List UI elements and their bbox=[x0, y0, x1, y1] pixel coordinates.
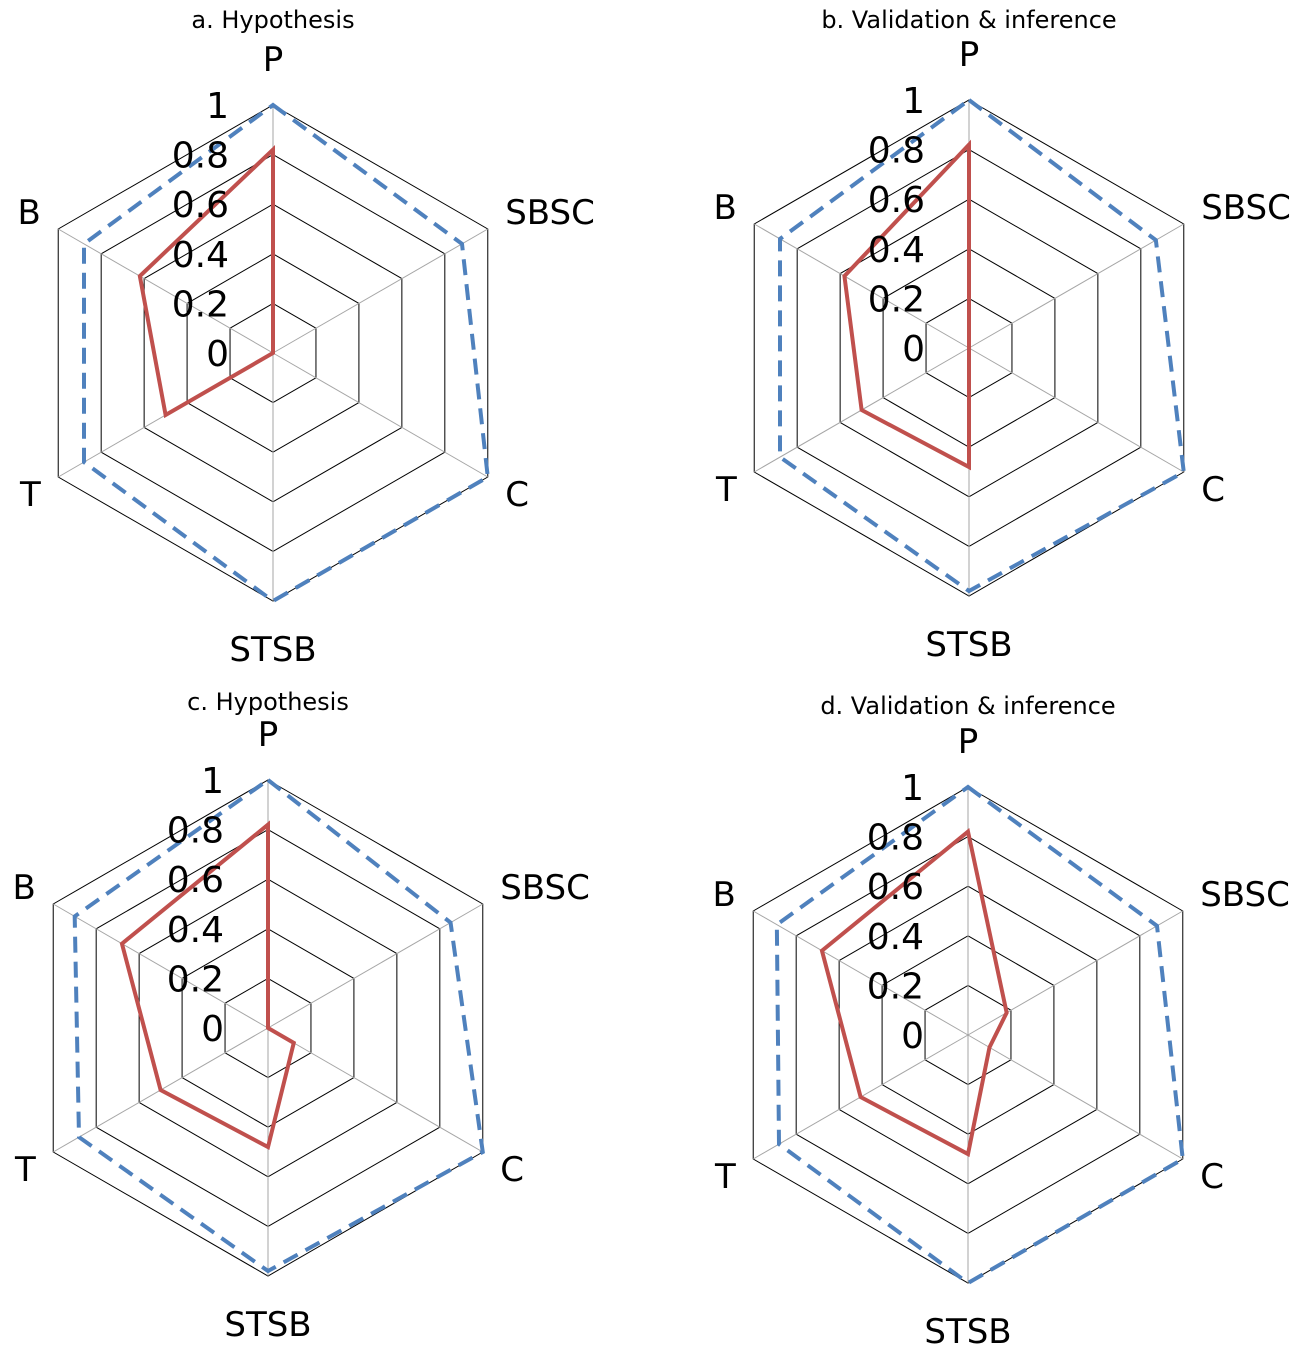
tick-label: 0.8 bbox=[867, 818, 924, 859]
series-line-1 bbox=[842, 139, 971, 471]
category-label-sbsc: SBSC bbox=[500, 868, 590, 908]
category-label-stsb: STSB bbox=[925, 625, 1012, 665]
panel-title: a. Hypothesis bbox=[191, 6, 354, 34]
spoke-line bbox=[967, 1034, 1184, 1160]
category-label-stsb: STSB bbox=[229, 630, 316, 670]
category-label-p: P bbox=[959, 35, 980, 75]
tick-label: 1 bbox=[206, 86, 229, 127]
tick-label: 0.4 bbox=[868, 230, 925, 271]
category-label-c: C bbox=[1201, 470, 1225, 510]
category-label-p: P bbox=[263, 40, 284, 80]
tick-label: 0.8 bbox=[868, 131, 925, 172]
spoke-line bbox=[57, 228, 274, 354]
tick-label: 0.4 bbox=[867, 917, 924, 958]
tick-label: 0 bbox=[201, 1009, 224, 1050]
tick-label: 0.6 bbox=[167, 860, 224, 901]
category-label-t: T bbox=[19, 475, 41, 515]
category-label-p: P bbox=[958, 722, 979, 762]
tick-label: 0.2 bbox=[167, 959, 224, 1000]
tick-label: 0.8 bbox=[167, 811, 224, 852]
tick-label: 0.2 bbox=[868, 279, 925, 320]
tick-label: 0.6 bbox=[172, 185, 229, 226]
series-line-2 bbox=[72, 777, 485, 1274]
category-label-c: C bbox=[500, 1150, 524, 1190]
tick-label: 0 bbox=[902, 329, 925, 370]
spoke-line bbox=[968, 347, 1185, 473]
spoke-line bbox=[272, 352, 489, 478]
tick-label: 0.2 bbox=[867, 966, 924, 1007]
category-label-t: T bbox=[715, 470, 737, 510]
tick-label: 0 bbox=[901, 1016, 924, 1057]
series-line-1 bbox=[819, 828, 1009, 1158]
tick-label: 1 bbox=[901, 768, 924, 809]
category-label-p: P bbox=[258, 715, 279, 755]
spoke-line bbox=[752, 910, 969, 1036]
spoke-line bbox=[267, 903, 484, 1029]
radar-panel-4: d. Validation & inference 0 0.2 0.4 0.6 0.8 1P… bbox=[712, 692, 1289, 1350]
tick-label: 0.4 bbox=[167, 910, 224, 951]
category-label-sbsc: SBSC bbox=[1201, 188, 1291, 228]
radar-panel-3: c. Hypothesis 0 0.2 0.4 0.6 0.8 1P SBSC C STSB T B bbox=[12, 688, 589, 1345]
tick-label: 0.2 bbox=[172, 284, 229, 325]
radar-panel-2: b. Validation & inference 0 0.2 0.4 0.6 0.8 1P… bbox=[713, 6, 1290, 665]
category-label-b: B bbox=[712, 875, 735, 915]
tick-label: 0.6 bbox=[867, 867, 924, 908]
spoke-line bbox=[968, 223, 1185, 349]
panel-title: c. Hypothesis bbox=[187, 688, 349, 716]
tick-label: 0.8 bbox=[172, 136, 229, 177]
spoke-line bbox=[753, 223, 970, 349]
spoke-line bbox=[272, 228, 489, 354]
tick-label: 0 bbox=[206, 334, 229, 375]
tick-label: 0.4 bbox=[172, 235, 229, 276]
series-line-2 bbox=[774, 784, 1185, 1286]
category-label-b: B bbox=[713, 188, 736, 228]
category-label-c: C bbox=[505, 475, 529, 515]
category-label-stsb: STSB bbox=[924, 1312, 1011, 1350]
category-label-b: B bbox=[12, 868, 35, 908]
series-line-2 bbox=[777, 97, 1186, 594]
category-label-sbsc: SBSC bbox=[505, 193, 595, 233]
spoke-line bbox=[267, 1027, 484, 1153]
category-label-b: B bbox=[17, 193, 40, 233]
series-line-1 bbox=[119, 820, 297, 1151]
tick-label: 0.6 bbox=[868, 180, 925, 221]
series-line-1 bbox=[137, 144, 275, 419]
tick-label: 1 bbox=[902, 81, 925, 122]
panel-title: b. Validation & inference bbox=[821, 6, 1116, 34]
category-label-stsb: STSB bbox=[224, 1305, 311, 1345]
series-line-2 bbox=[81, 102, 490, 604]
spoke-line bbox=[52, 903, 269, 1029]
tick-label: 1 bbox=[201, 761, 224, 802]
category-label-c: C bbox=[1200, 1157, 1224, 1197]
category-label-sbsc: SBSC bbox=[1200, 875, 1290, 915]
category-label-t: T bbox=[714, 1157, 736, 1197]
panel-title: d. Validation & inference bbox=[820, 692, 1115, 720]
radar-panel-1: a. Hypothesis 0 0.2 0.4 0.6 0.8 1P SBSC C STSB T B bbox=[17, 6, 594, 670]
category-label-t: T bbox=[14, 1150, 36, 1190]
